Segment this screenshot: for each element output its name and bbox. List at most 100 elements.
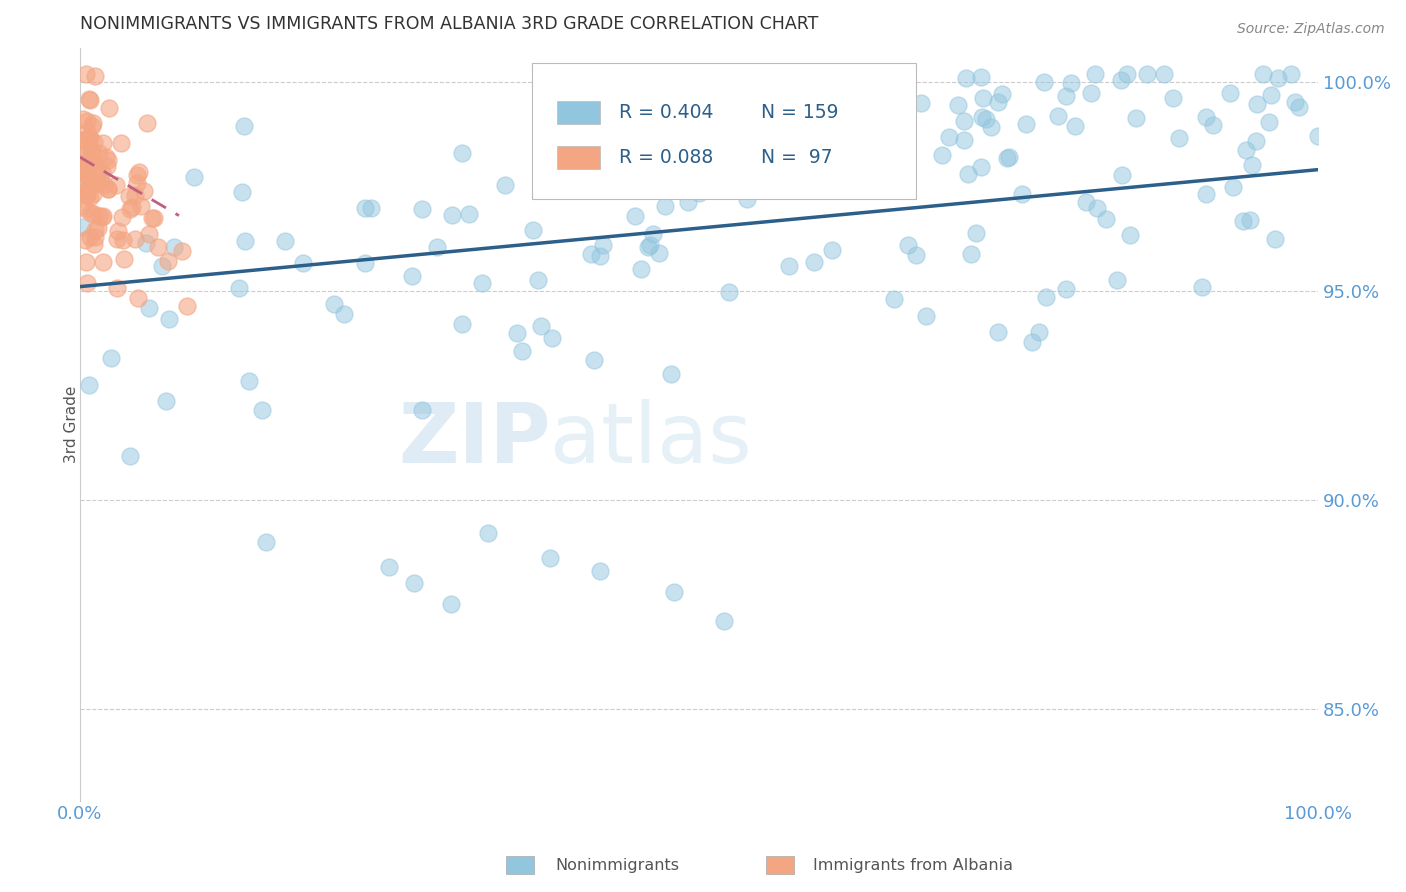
- Point: [232, 119, 254, 133]
- Point: [654, 199, 676, 213]
- Point: [69, 157, 91, 171]
- Point: [72, 133, 94, 147]
- Point: [73, 146, 96, 161]
- Point: [79, 130, 101, 145]
- Point: [90, 211, 112, 225]
- Point: [589, 249, 612, 263]
- Point: [1094, 212, 1116, 227]
- Point: [91, 209, 114, 223]
- Point: [538, 551, 561, 566]
- Point: [76, 125, 98, 139]
- Point: [972, 91, 994, 105]
- Point: [143, 211, 166, 226]
- Point: [97, 182, 120, 196]
- Point: [451, 317, 474, 331]
- Point: [883, 292, 905, 306]
- Point: [1251, 66, 1274, 80]
- Point: [79, 190, 101, 204]
- Point: [803, 255, 825, 269]
- Point: [969, 160, 991, 174]
- Point: [84, 69, 107, 83]
- Point: [70, 165, 93, 179]
- Point: [1260, 87, 1282, 102]
- Point: [90, 174, 112, 188]
- Point: [231, 185, 253, 199]
- Point: [582, 121, 605, 136]
- Point: [83, 207, 105, 221]
- Point: [884, 172, 907, 186]
- Point: [995, 151, 1018, 165]
- Point: [75, 184, 97, 198]
- Point: [79, 230, 101, 244]
- Point: [77, 93, 100, 107]
- Point: [124, 188, 146, 202]
- Bar: [557, 101, 600, 124]
- Point: [128, 165, 150, 179]
- Point: [965, 226, 987, 240]
- Point: [581, 247, 603, 261]
- Point: [510, 343, 533, 358]
- Point: [1107, 273, 1129, 287]
- Point: [959, 247, 981, 261]
- Point: [163, 240, 186, 254]
- Point: [100, 351, 122, 365]
- Point: [404, 576, 426, 591]
- Point: [718, 285, 741, 299]
- Point: [1080, 87, 1102, 101]
- Point: [659, 367, 682, 381]
- Point: [73, 187, 96, 202]
- Point: [96, 150, 118, 164]
- Point: [1241, 158, 1264, 172]
- Text: R = 0.404: R = 0.404: [619, 103, 713, 122]
- Point: [1161, 90, 1184, 104]
- Point: [146, 239, 169, 253]
- Point: [540, 331, 562, 345]
- Point: [1284, 95, 1306, 109]
- Point: [91, 165, 114, 179]
- Point: [658, 161, 681, 175]
- Point: [628, 71, 651, 86]
- Point: [589, 564, 612, 578]
- Point: [1035, 290, 1057, 304]
- Point: [274, 235, 297, 249]
- Point: [592, 238, 614, 252]
- Point: [118, 189, 141, 203]
- Point: [70, 199, 93, 213]
- Point: [948, 98, 970, 112]
- Point: [1153, 66, 1175, 80]
- Point: [630, 262, 652, 277]
- Point: [1194, 110, 1216, 124]
- Point: [991, 87, 1014, 102]
- Point: [494, 178, 516, 192]
- Point: [676, 194, 699, 209]
- Point: [75, 255, 97, 269]
- Point: [1258, 115, 1281, 129]
- Point: [120, 202, 142, 217]
- Point: [97, 153, 120, 168]
- Point: [735, 192, 758, 206]
- Point: [897, 237, 920, 252]
- Point: [1125, 111, 1147, 125]
- Point: [228, 281, 250, 295]
- Point: [1191, 279, 1213, 293]
- Point: [855, 100, 877, 114]
- Point: [233, 234, 256, 248]
- Point: [354, 201, 377, 215]
- Point: [1060, 76, 1083, 90]
- Point: [987, 326, 1010, 340]
- Point: [1167, 131, 1189, 145]
- Point: [72, 165, 94, 179]
- Point: [664, 584, 686, 599]
- Point: [506, 326, 529, 340]
- Text: ZIP: ZIP: [398, 399, 550, 480]
- Point: [138, 227, 160, 242]
- Point: [110, 136, 132, 150]
- Point: [638, 238, 661, 252]
- Point: [322, 297, 344, 311]
- Point: [1116, 66, 1139, 80]
- Point: [1076, 195, 1098, 210]
- Point: [1202, 118, 1225, 132]
- Point: [914, 309, 936, 323]
- Point: [582, 353, 605, 368]
- Point: [157, 253, 180, 268]
